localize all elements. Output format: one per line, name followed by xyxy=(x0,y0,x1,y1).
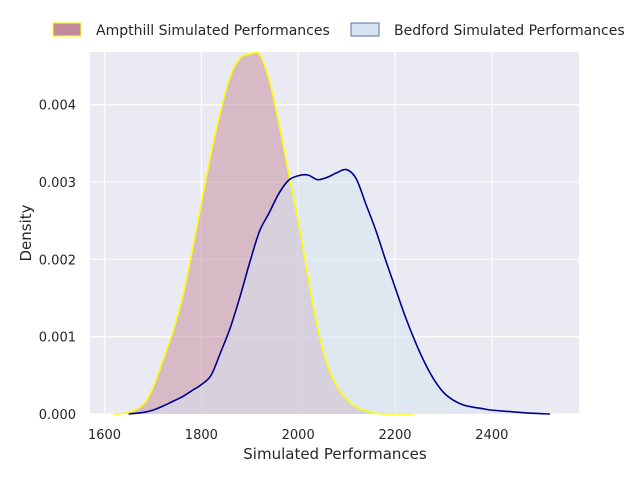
density-line-bedford xyxy=(128,168,550,415)
y-tick-label: 0.004 xyxy=(39,99,76,114)
x-axis-label: Simulated Performances xyxy=(243,445,427,463)
y-axis-label: Density xyxy=(17,204,35,261)
x-tick-label: 2400 xyxy=(475,428,508,443)
y-axis-ticks: 0.000 0.001 0.002 0.003 0.004 xyxy=(39,99,76,423)
legend-swatch-ampthill xyxy=(52,22,82,37)
density-areas xyxy=(112,51,550,415)
x-tick-label: 2200 xyxy=(378,428,411,443)
density-line-ampthill xyxy=(112,51,415,415)
x-tick-label: 1800 xyxy=(185,428,218,443)
x-axis-ticks: 1600 1800 2000 2200 2400 xyxy=(88,428,508,443)
y-tick-label: 0.001 xyxy=(39,331,76,346)
x-tick-label: 2000 xyxy=(282,428,315,443)
density-area-bedford xyxy=(128,169,550,414)
legend-label-ampthill: Ampthill Simulated Performances xyxy=(96,23,330,39)
y-tick-label: 0.002 xyxy=(39,253,76,268)
y-tick-label: 0.003 xyxy=(39,176,76,191)
legend-swatch-bedford xyxy=(350,22,380,37)
legend-label-bedford: Bedford Simulated Performances xyxy=(394,23,625,39)
legend: Ampthill Simulated Performances Bedford … xyxy=(52,22,625,39)
x-tick-label: 1600 xyxy=(88,428,121,443)
y-tick-label: 0.000 xyxy=(39,408,76,423)
